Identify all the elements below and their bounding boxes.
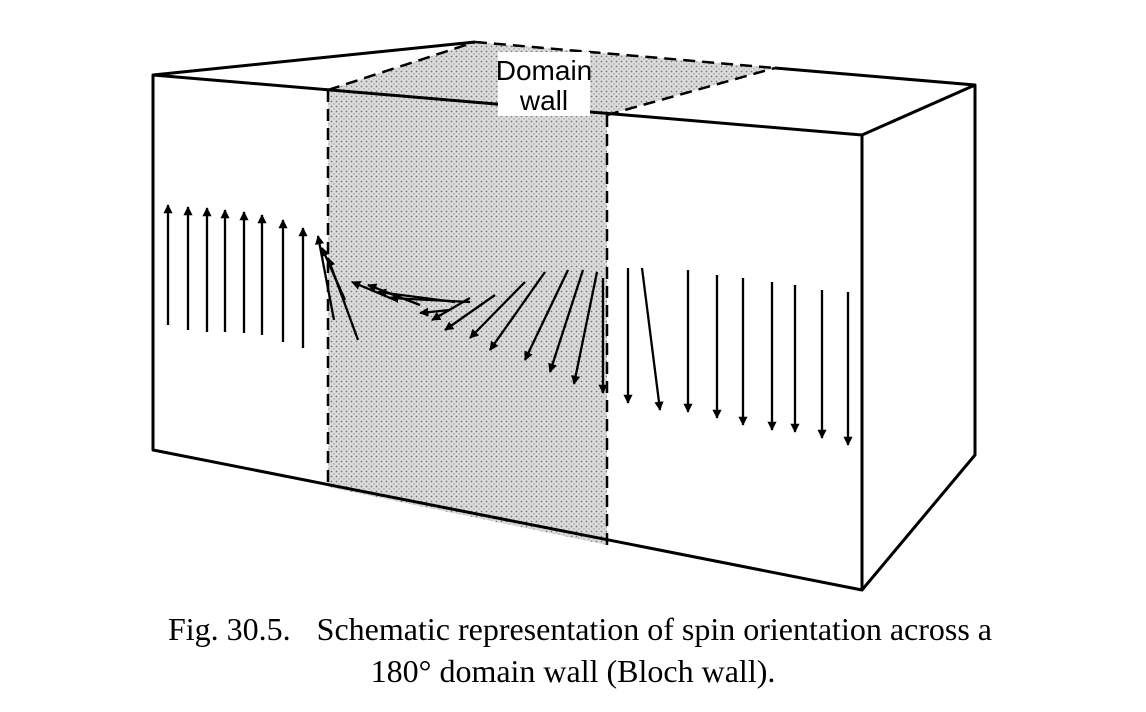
figure-caption: Fig. 30.5. Schematic representation of sp… [0, 608, 1146, 692]
domain-wall-front-face [328, 90, 607, 545]
spin-arrow [489, 271, 546, 351]
spin-arrows [163, 204, 853, 446]
spin-arrow [315, 235, 336, 321]
spin-arrow [389, 293, 471, 304]
spin-arrow [444, 294, 496, 331]
domain-wall-label-line1: Domain [496, 55, 592, 86]
caption-text-1: Schematic representation of spin orienta… [316, 611, 992, 647]
domain-wall-label-line2: wall [519, 85, 568, 116]
spin-arrow [431, 297, 471, 321]
spin-arrow [523, 269, 570, 361]
domain-wall-label-background [498, 52, 590, 116]
domain-wall-diagram: Domain wall [151, 40, 977, 592]
caption-line-2: 180° domain wall (Bloch wall). [370, 653, 776, 689]
caption-line-1: Fig. 30.5. Schematic representation of sp… [0, 608, 1146, 650]
spin-arrow [571, 271, 599, 385]
crystal-block-outline [151, 40, 977, 592]
spin-arrow [419, 307, 451, 317]
spin-arrow [640, 267, 664, 411]
spin-arrow [548, 269, 585, 373]
spin-arrow [469, 281, 526, 339]
spin-arrow [326, 257, 360, 341]
figure-number: Fig. 30.5. [167, 611, 291, 647]
